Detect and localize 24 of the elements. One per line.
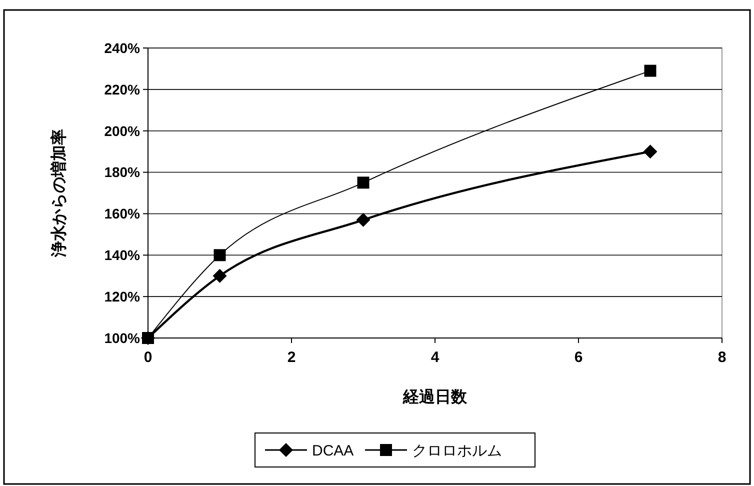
x-tick-label: 6: [574, 349, 583, 366]
y-tick-label: 160%: [104, 206, 141, 222]
x-tick-label: 4: [430, 349, 440, 366]
y-tick-label: 100%: [104, 330, 141, 346]
point: [357, 176, 370, 189]
point: [214, 249, 226, 262]
y-tick-label: 140%: [104, 247, 141, 264]
y-tick-label: 200%: [104, 122, 141, 139]
y-tick-label: 240%: [104, 40, 141, 56]
point: [142, 332, 154, 344]
legend-label: DCAA: [312, 442, 354, 460]
x-axis-title: 経過日数: [402, 388, 468, 406]
x-tick-label: 8: [718, 349, 726, 366]
point: [644, 64, 656, 77]
point: [356, 212, 370, 227]
legend-label: クロロホルム: [412, 442, 502, 460]
y-tick-label: 220%: [104, 81, 141, 98]
y-axis-title: 浄水からの増加率: [49, 129, 68, 258]
x-tick-label: 0: [144, 349, 152, 366]
x-tick-label: 2: [287, 349, 296, 366]
point: [212, 268, 227, 283]
y-tick-label: 180%: [104, 164, 141, 180]
point: [643, 144, 658, 159]
y-tick-label: 120%: [104, 288, 141, 304]
